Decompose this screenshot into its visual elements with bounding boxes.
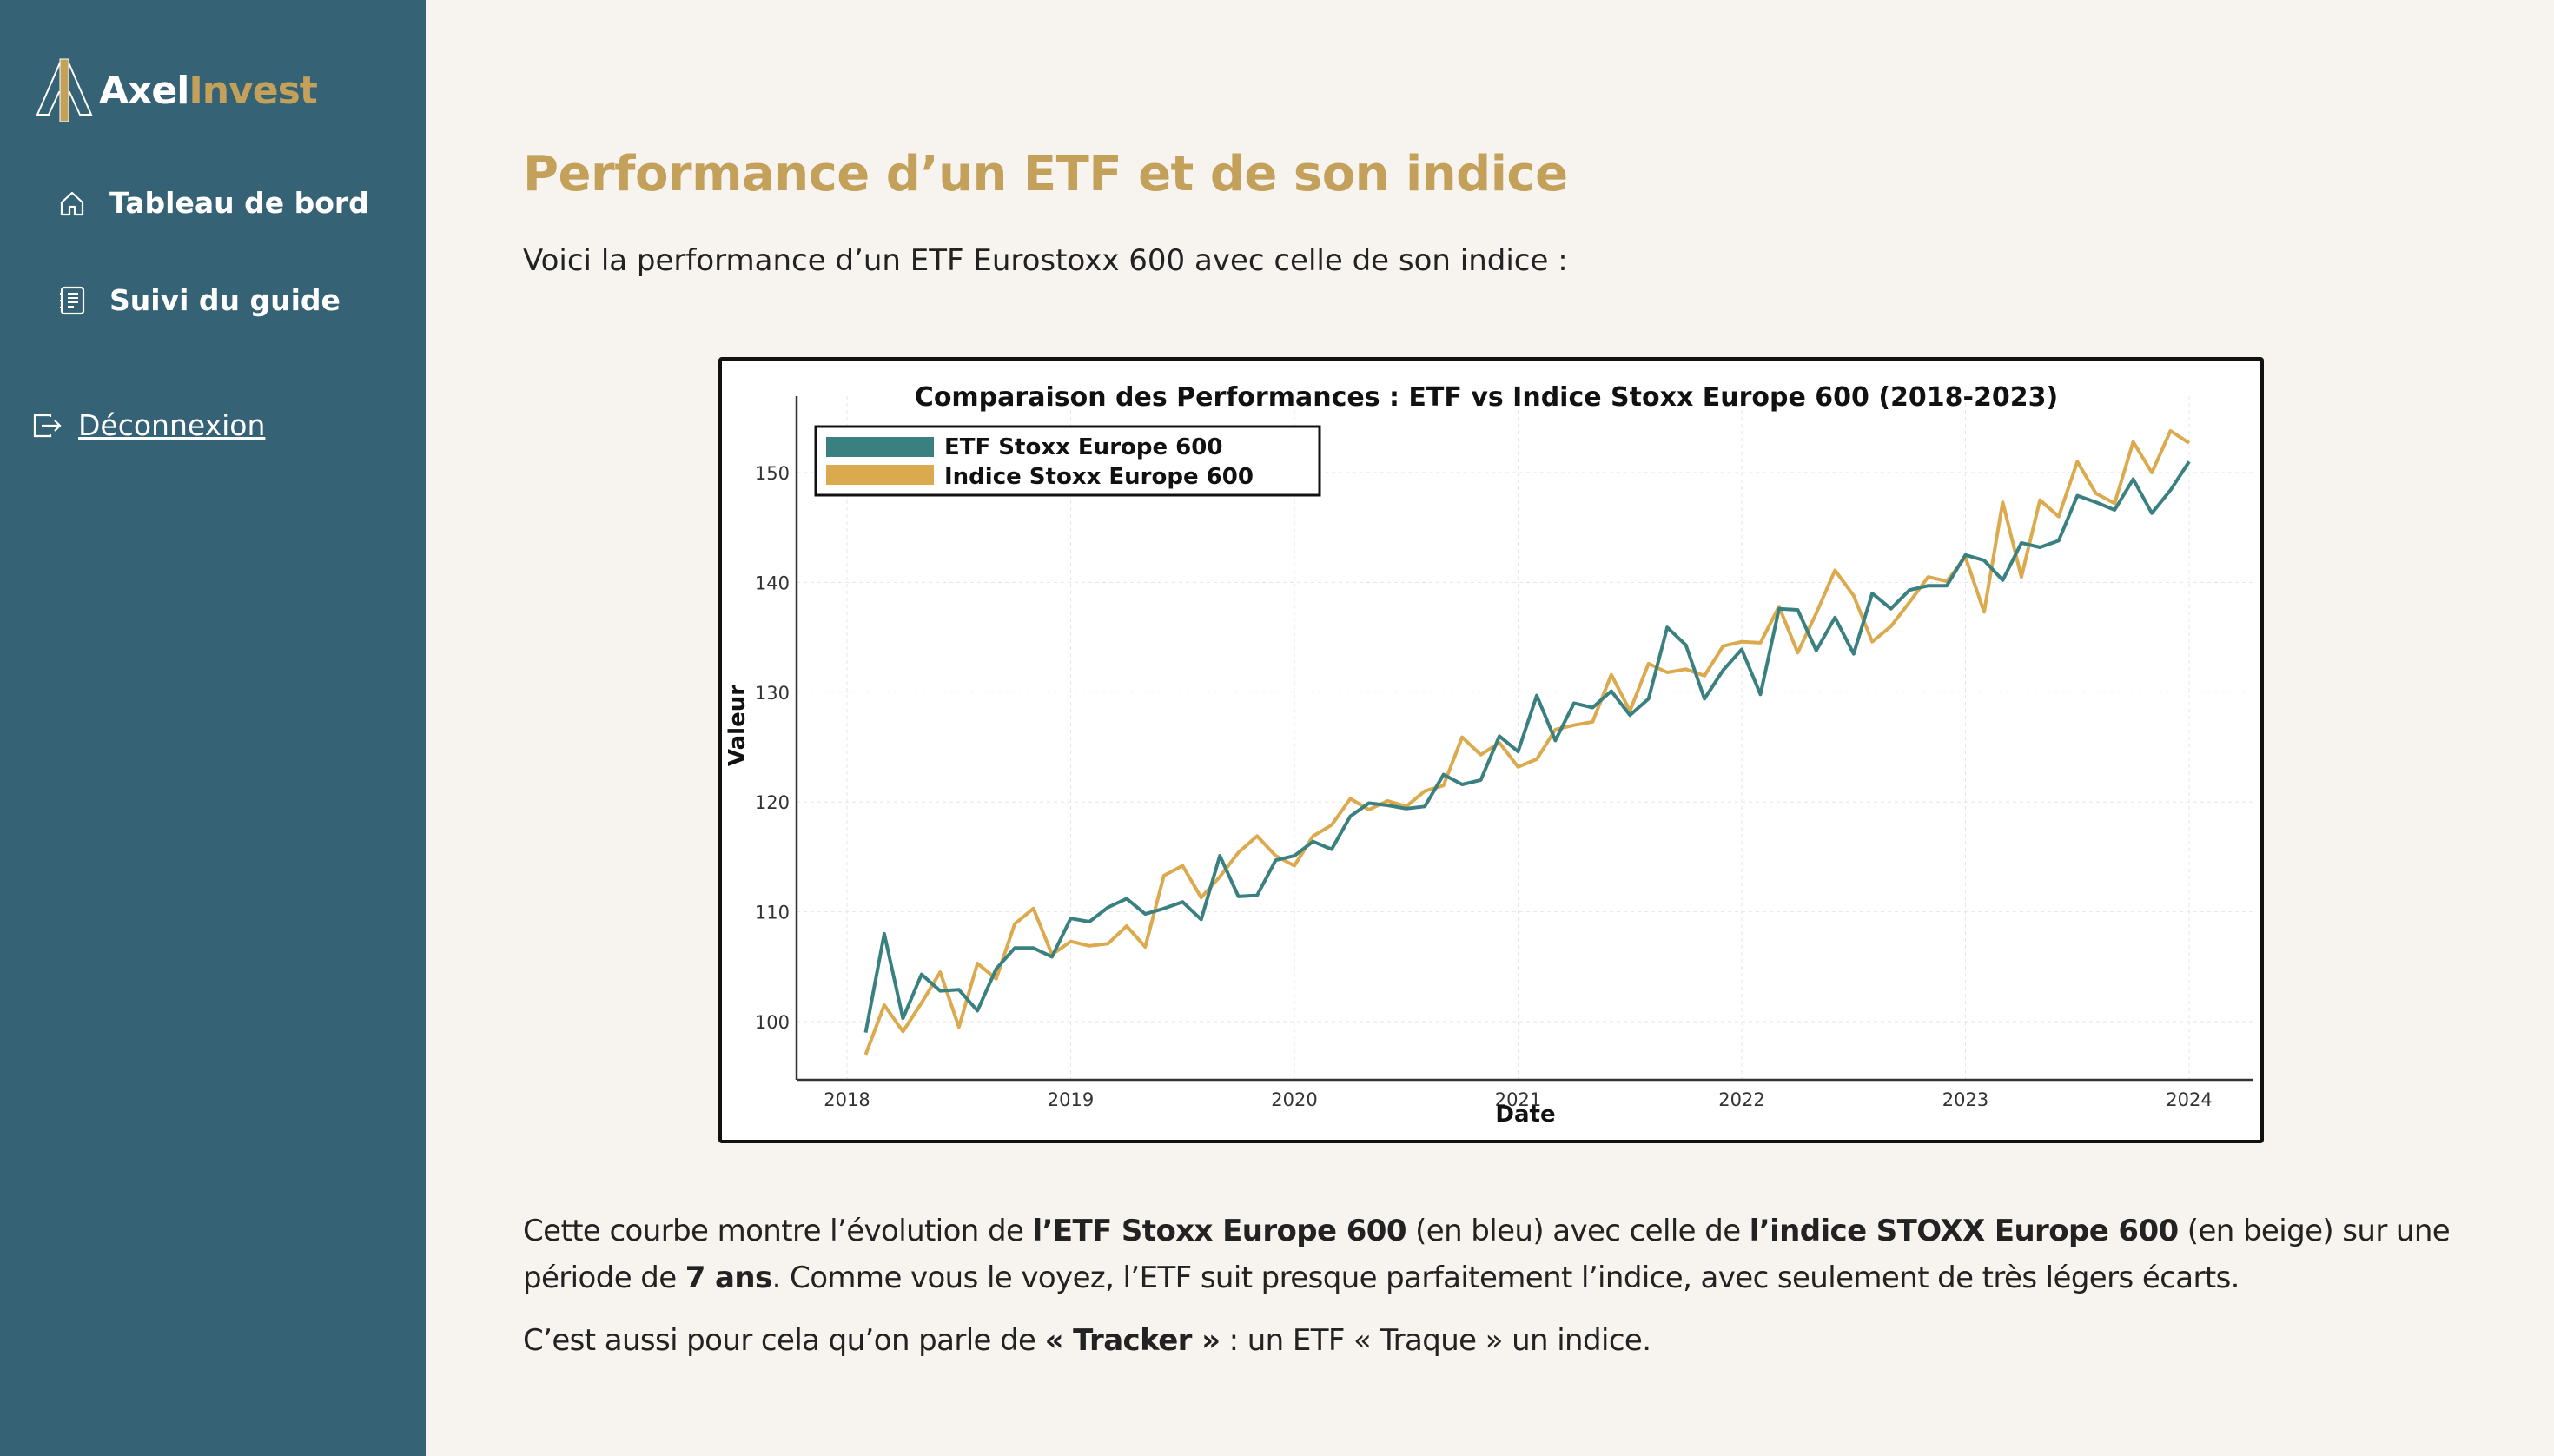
x-tick-label: 2022 <box>1718 1089 1764 1110</box>
bold-years: 7 ans <box>685 1261 772 1295</box>
legend-swatch-etf <box>826 437 934 457</box>
bold-etf: l’ETF Stoxx Europe 600 <box>1032 1214 1406 1248</box>
intro-text: Voici la performance d’un ETF Eurostoxx … <box>523 243 1568 278</box>
x-tick-label: 2018 <box>824 1089 870 1110</box>
sidebar-item-label: Tableau de bord <box>109 186 369 220</box>
logo-text-invest: Invest <box>189 68 317 113</box>
logout-label: Déconnexion <box>78 408 266 442</box>
series-line-etf <box>863 460 2191 1033</box>
y-tick-label: 100 <box>755 1012 790 1033</box>
tracker-paragraph: C’est aussi pour cela qu’on parle de « T… <box>523 1317 2521 1364</box>
x-tick-label: 2021 <box>1495 1089 1541 1110</box>
text: Cette courbe montre l’évolution de <box>523 1214 1033 1248</box>
text: C’est aussi pour cela qu’on parle de <box>523 1323 1045 1358</box>
x-tick-label: 2024 <box>2166 1089 2212 1110</box>
text: . Comme vous le voyez, l’ETF suit presqu… <box>771 1261 2240 1295</box>
x-tick-label: 2023 <box>1942 1089 1988 1110</box>
x-tick-label: 2020 <box>1271 1089 1317 1110</box>
y-tick-label: 140 <box>755 572 790 593</box>
text-section: Cette courbe montre l’évolution de l’ETF… <box>523 1208 2521 1380</box>
logout-icon <box>33 414 62 437</box>
sidebar-item-label: Suivi du guide <box>109 283 341 317</box>
x-axis-label: Date <box>1495 1102 1555 1128</box>
y-tick-label: 150 <box>755 463 790 484</box>
legend-swatch-indice <box>826 465 934 485</box>
y-axis-label: Valeur <box>725 685 751 766</box>
sidebar: AxelInvest Tableau de bord Suivi du guid… <box>0 0 426 1456</box>
sidebar-item-tableau-de-bord[interactable]: Tableau de bord <box>59 186 369 220</box>
y-tick-label: 130 <box>755 683 790 704</box>
bold-indice: l’indice STOXX Europe 600 <box>1749 1214 2179 1248</box>
logo[interactable]: AxelInvest <box>35 57 318 123</box>
logo-icon <box>36 58 93 122</box>
legend: ETF Stoxx Europe 600 Indice Stoxx Europe… <box>814 425 1321 497</box>
chart-image: 2018 2019 2020 2021 2022 2023 2024 100 110 120 130… <box>718 357 2264 1143</box>
series-line-indice <box>863 429 2191 1056</box>
sidebar-item-suivi-du-guide[interactable]: Suivi du guide <box>59 283 341 317</box>
y-tick-label: 120 <box>755 792 790 813</box>
notebook-icon <box>60 286 85 314</box>
logout-link[interactable]: Déconnexion <box>33 408 265 442</box>
x-tick-label: 2019 <box>1048 1089 1094 1110</box>
explanation-paragraph: Cette courbe montre l’évolution de l’ETF… <box>523 1208 2521 1301</box>
text: (en bleu) avec celle de <box>1406 1214 1750 1248</box>
performance-chart: 2018 2019 2020 2021 2022 2023 2024 100 110 120 130… <box>725 382 2253 1128</box>
legend-label-indice: Indice Stoxx Europe 600 <box>944 464 1254 490</box>
chart-title: Comparaison des Performances : ETF vs In… <box>915 382 2058 413</box>
y-tick-label: 110 <box>755 903 790 923</box>
bold-tracker: « Tracker » <box>1044 1323 1221 1358</box>
page-title: Performance d’un ETF et de son indice <box>523 146 1568 202</box>
text: (en beige) sur une période de <box>523 1214 2451 1295</box>
home-icon <box>60 191 84 215</box>
text: : un ETF « Traque » un indice. <box>1220 1323 1651 1358</box>
logo-text-axel: Axel <box>99 68 189 113</box>
legend-label-etf: ETF Stoxx Europe 600 <box>944 434 1222 460</box>
